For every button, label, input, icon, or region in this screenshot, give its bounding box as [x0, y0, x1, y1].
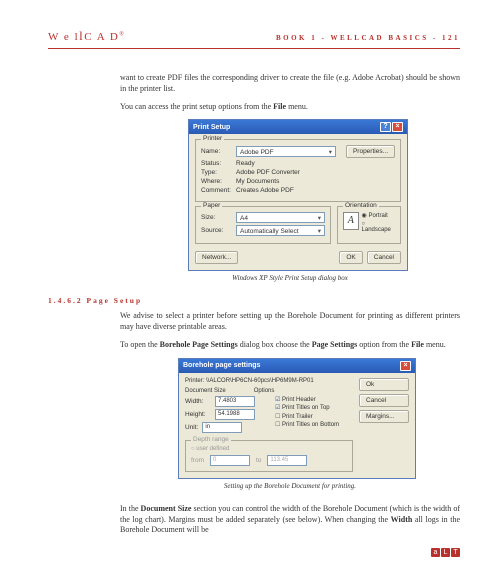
- name-label: Name:: [201, 148, 233, 155]
- close-icon[interactable]: ×: [392, 122, 403, 132]
- from-field: 0: [210, 455, 250, 466]
- cancel-button[interactable]: Cancel: [367, 251, 401, 264]
- print-setup-dialog: Print Setup ? × Printer Name: Adobe PDF …: [188, 119, 408, 271]
- properties-button[interactable]: Properties...: [346, 145, 395, 158]
- section-heading: 1.4.6.2 Page Setup: [48, 296, 460, 305]
- print-titles-top-check[interactable]: Print Titles on Top: [275, 404, 339, 411]
- print-trailer-check[interactable]: Print Trailer: [275, 413, 339, 420]
- print-header-check[interactable]: Print Header: [275, 396, 339, 403]
- help-icon[interactable]: ?: [380, 122, 391, 132]
- printer-line: Printer: \\ALCOR\HP6CN-60pcs\HP6M9M-RP01: [185, 378, 353, 384]
- dialog-title: Print Setup: [193, 124, 230, 131]
- close-icon[interactable]: ×: [400, 361, 411, 371]
- logo: W e llC A D®: [48, 28, 125, 44]
- to-field: 113.45: [267, 455, 307, 466]
- header-rule: [48, 48, 460, 49]
- margins-button[interactable]: Margins...: [359, 410, 409, 423]
- body-para-5: In the Document Size section you can con…: [120, 504, 460, 536]
- dialog2-titlebar: Borehole page settings ×: [179, 359, 415, 373]
- footer-logo: a L T: [431, 548, 460, 557]
- document-size-head: Document Size: [185, 388, 226, 394]
- dialog2-title: Borehole page settings: [183, 362, 260, 369]
- orientation-group: Orientation A Portrait Landscape: [337, 206, 401, 244]
- borehole-page-settings-dialog: Borehole page settings × Printer: \\ALCO…: [178, 358, 416, 479]
- printer-group: Printer Name: Adobe PDF Properties... St…: [195, 139, 401, 202]
- options-head: Options: [254, 388, 275, 394]
- caption-2: Setting up the Borehole Document for pri…: [120, 482, 460, 490]
- ok-button[interactable]: OK: [339, 251, 362, 264]
- cancel-button[interactable]: Cancel: [359, 394, 409, 407]
- depth-range-group: Depth range user defined from 0 to 113.4…: [185, 440, 353, 472]
- paper-group: Paper Size:A4 Source:Automatically Selec…: [195, 206, 331, 244]
- body-para-3: We advise to select a printer before set…: [120, 311, 460, 333]
- dialog-titlebar: Print Setup ? ×: [189, 120, 407, 134]
- page-label: BOOK 1 - WELLCAD BASICS - 121: [276, 34, 460, 42]
- caption-1: Windows XP Style Print Setup dialog box: [120, 274, 460, 282]
- height-field[interactable]: 54.1988: [215, 409, 255, 420]
- orientation-icon: A: [343, 212, 359, 230]
- width-field[interactable]: 7.4803: [215, 396, 255, 407]
- print-titles-bottom-check[interactable]: Print Titles on Bottom: [275, 421, 339, 428]
- printer-name-select[interactable]: Adobe PDF: [236, 146, 336, 157]
- ok-button[interactable]: Ok: [359, 378, 409, 391]
- body-para-1: want to create PDF files the correspondi…: [120, 73, 460, 95]
- body-para-2: You can access the print setup options f…: [120, 102, 460, 113]
- landscape-radio[interactable]: Landscape: [362, 221, 395, 233]
- unit-select[interactable]: in: [202, 422, 242, 433]
- paper-size-select[interactable]: A4: [236, 212, 325, 223]
- network-button[interactable]: Network...: [195, 251, 238, 264]
- portrait-radio[interactable]: Portrait: [362, 212, 395, 219]
- depth-range-option: user defined: [191, 446, 229, 452]
- body-para-4: To open the Borehole Page Settings dialo…: [120, 340, 460, 351]
- paper-source-select[interactable]: Automatically Select: [236, 225, 325, 236]
